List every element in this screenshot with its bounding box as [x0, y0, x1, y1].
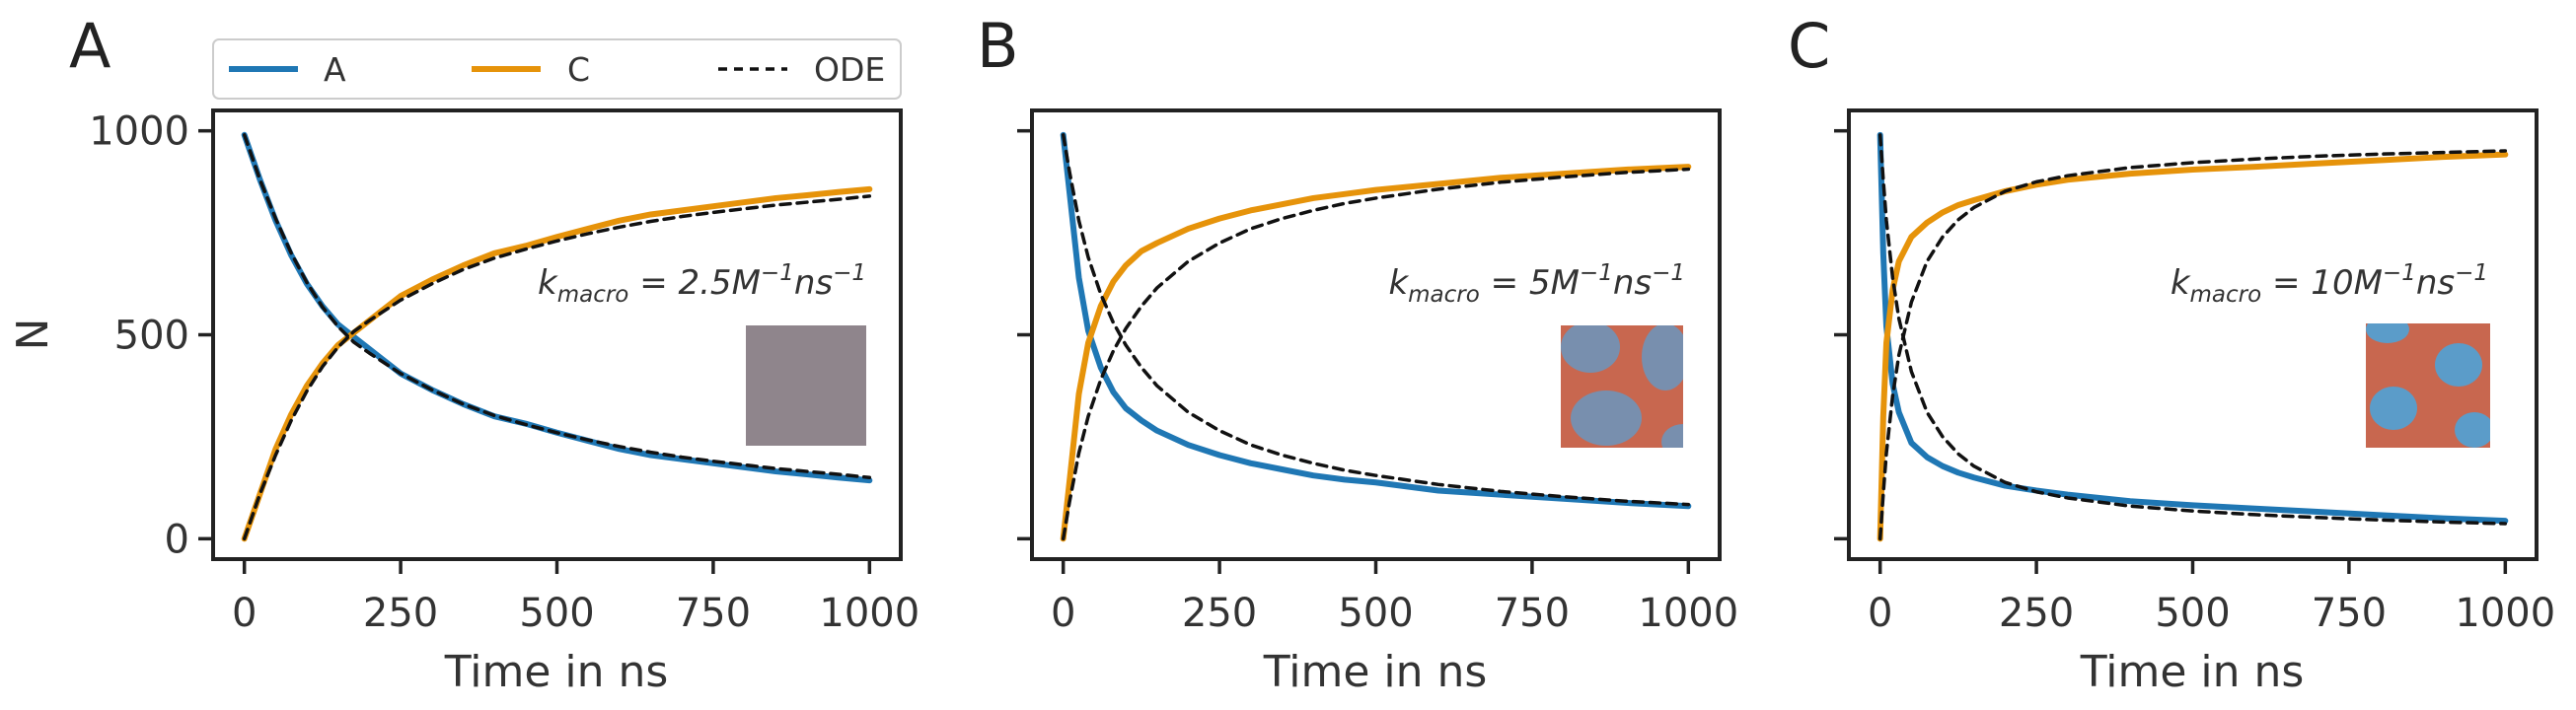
x-tick-label: 250 [1999, 591, 2074, 636]
ode-line [242, 194, 872, 541]
inset-spot [2366, 323, 2409, 343]
series-line-c [241, 185, 873, 542]
series-line-a [1060, 131, 1692, 510]
x-tick-label: 500 [1338, 591, 1413, 636]
x-tick-label: 750 [1495, 591, 1570, 636]
legend-label-ode: ODE [814, 50, 885, 89]
inset-spot [1561, 325, 1620, 373]
inset-spot [1661, 424, 1683, 448]
y-tick-label: 1000 [89, 109, 189, 155]
x-tick-label: 0 [1868, 591, 1892, 636]
rate-annotation: kmacro = 5M−1ns−1 [1388, 260, 1685, 308]
x-tick-label: 0 [232, 591, 257, 636]
y-tick-marks [198, 128, 213, 541]
y-axis-title: N [8, 319, 58, 351]
y-tick-label: 0 [165, 517, 189, 562]
x-tick-marks [242, 559, 872, 574]
inset-spot [1642, 325, 1683, 390]
panel-b: 0 250 500 750 1000 Time in ns kmacro = 5… [1017, 108, 1738, 697]
inset-gray-square [746, 325, 866, 446]
panel-letter-c: C [1788, 10, 1830, 82]
series-lines [1877, 131, 2509, 542]
x-tick-label: 1000 [1638, 591, 1738, 636]
x-tick-label: 1000 [819, 591, 920, 636]
inset-spot [2455, 412, 2490, 448]
y-tick-marks [1834, 128, 1849, 541]
rate-annotation: kmacro = 10M−1ns−1 [2171, 260, 2488, 308]
x-axis-title: Time in ns [1263, 647, 1488, 697]
x-tick-label: 750 [2312, 591, 2387, 636]
inset-spot [2370, 387, 2417, 430]
rate-annotation: kmacro = 2.5M−1ns−1 [538, 260, 866, 308]
y-tick-marks [1017, 128, 1032, 541]
x-tick-label: 0 [1051, 591, 1075, 636]
x-tick-label: 1000 [2455, 591, 2555, 636]
inset-spot [2435, 343, 2482, 387]
legend-frame [212, 38, 902, 100]
ode-line [242, 133, 872, 480]
legend-label-a: A [324, 50, 346, 89]
inset-image [746, 325, 866, 446]
panel-letter-b: B [977, 10, 1019, 82]
inset-image [1561, 325, 1683, 448]
inset-image [2366, 323, 2490, 448]
legend: A C ODE [212, 38, 902, 100]
x-tick-label: 750 [676, 591, 751, 636]
ode-line [1877, 133, 2508, 526]
panel-a: 0 500 1000 0 250 500 750 1000 Time in ns… [8, 108, 920, 697]
ode-line [1877, 149, 2508, 541]
series-lines [241, 131, 873, 542]
panel-letter-a: A [69, 10, 110, 82]
series-line-c [1060, 164, 1692, 542]
x-tick-label: 250 [1182, 591, 1257, 636]
y-tick-label: 500 [114, 314, 189, 359]
legend-label-c: C [567, 50, 590, 89]
panel-c: 0 250 500 750 1000 Time in ns kmacro = 1… [1834, 108, 2555, 697]
x-tick-label: 500 [2155, 591, 2230, 636]
x-axis-title: Time in ns [2080, 647, 2305, 697]
ode-line [1061, 133, 1691, 507]
x-tick-label: 250 [363, 591, 438, 636]
inset-spot [1571, 390, 1642, 446]
ode-line [1061, 167, 1691, 541]
series-lines [1060, 131, 1692, 542]
x-tick-label: 500 [519, 591, 594, 636]
x-axis-title: Time in ns [444, 647, 669, 697]
x-tick-marks [1061, 559, 1691, 574]
x-tick-marks [1877, 559, 2508, 574]
